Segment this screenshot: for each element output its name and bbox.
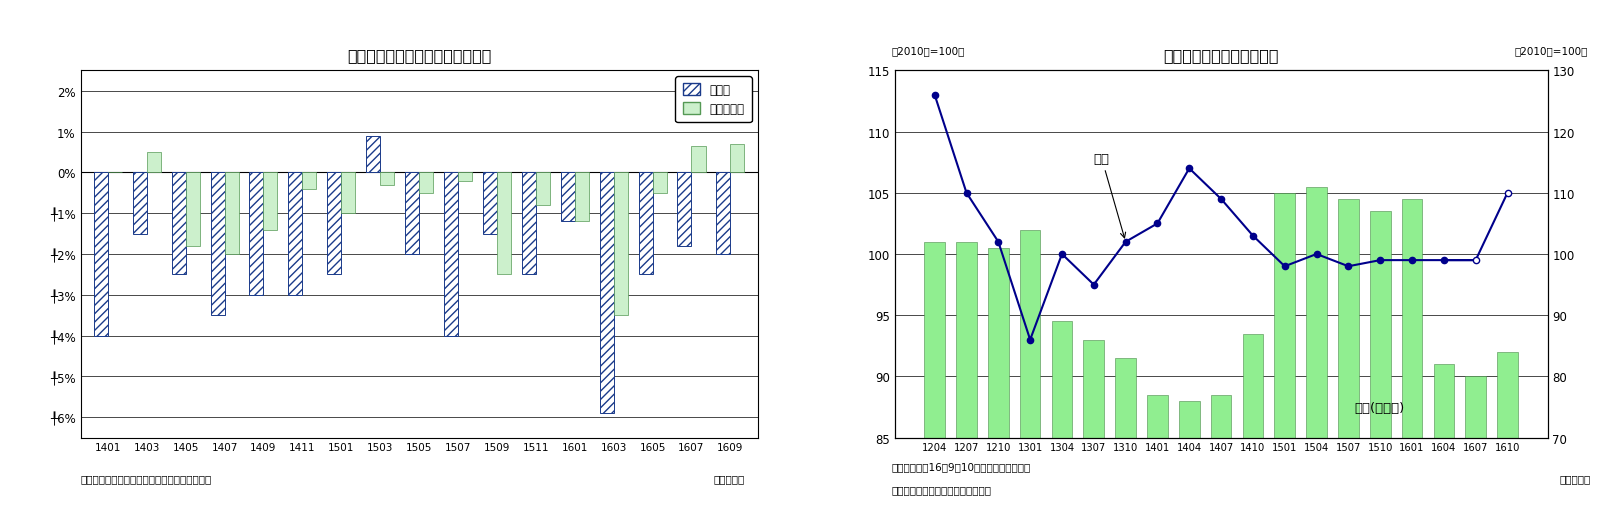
Title: 最近の実現率、予測修正率の推移: 最近の実現率、予測修正率の推移 [347,48,492,63]
Bar [250,173,263,295]
Title: 輸送機械の生産、在庫動向: 輸送機械の生産、在庫動向 [1164,48,1278,63]
Bar [1306,187,1327,509]
Text: （2010年=100）: （2010年=100） [1514,46,1588,56]
Bar [1083,340,1104,509]
Bar [561,173,575,222]
Text: （年・月）: （年・月） [1560,473,1591,484]
Bar [1370,212,1391,509]
Bar [93,173,108,336]
Bar [289,173,303,295]
Bar [956,242,977,509]
Legend: 実現率, 予測修正率: 実現率, 予測修正率 [675,77,751,123]
Bar [614,173,627,316]
Bar [1338,200,1359,509]
Bar [1020,230,1040,509]
Bar [419,173,434,193]
Bar [638,173,653,275]
Bar [677,173,692,246]
Bar [147,153,161,173]
Bar [600,173,614,413]
Bar [263,173,277,230]
Bar [171,173,185,275]
Bar [405,173,419,254]
Bar [211,173,224,316]
Bar [716,173,730,254]
Text: （資料）経済産業省「製造工業生産予測指数」: （資料）経済産業省「製造工業生産予測指数」 [81,473,211,484]
Text: （年・月）: （年・月） [714,473,745,484]
Text: （注）生産の16年9、10月は予測指数で延長: （注）生産の16年9、10月は予測指数で延長 [891,461,1030,471]
Bar [1498,352,1519,509]
Bar [132,173,147,234]
Bar [1178,401,1199,509]
Bar [1211,395,1232,509]
Bar [380,173,395,185]
Text: 在庫(右目盛): 在庫(右目盛) [1354,401,1406,414]
Bar [1148,395,1167,509]
Bar [1275,193,1294,509]
Bar [484,173,496,234]
Bar [535,173,550,206]
Bar [575,173,588,222]
Text: 生産: 生産 [1095,153,1125,238]
Bar [496,173,511,275]
Text: （2010年=100）: （2010年=100） [891,46,966,56]
Text: （資料）経済産業省「鉱工業指数」: （資料）経済産業省「鉱工業指数」 [891,484,991,494]
Bar [303,173,316,189]
Bar [327,173,342,275]
Bar [342,173,355,214]
Bar [1402,200,1422,509]
Bar [1243,334,1264,509]
Bar [224,173,239,254]
Bar [1116,358,1136,509]
Bar [730,145,745,173]
Bar [1051,322,1072,509]
Bar [1433,364,1454,509]
Bar [1465,377,1486,509]
Bar [692,147,706,173]
Bar [653,173,667,193]
Bar [185,173,200,246]
Bar [522,173,535,275]
Bar [924,242,945,509]
Bar [988,248,1009,509]
Bar [458,173,472,181]
Bar [366,136,380,173]
Bar [443,173,458,336]
